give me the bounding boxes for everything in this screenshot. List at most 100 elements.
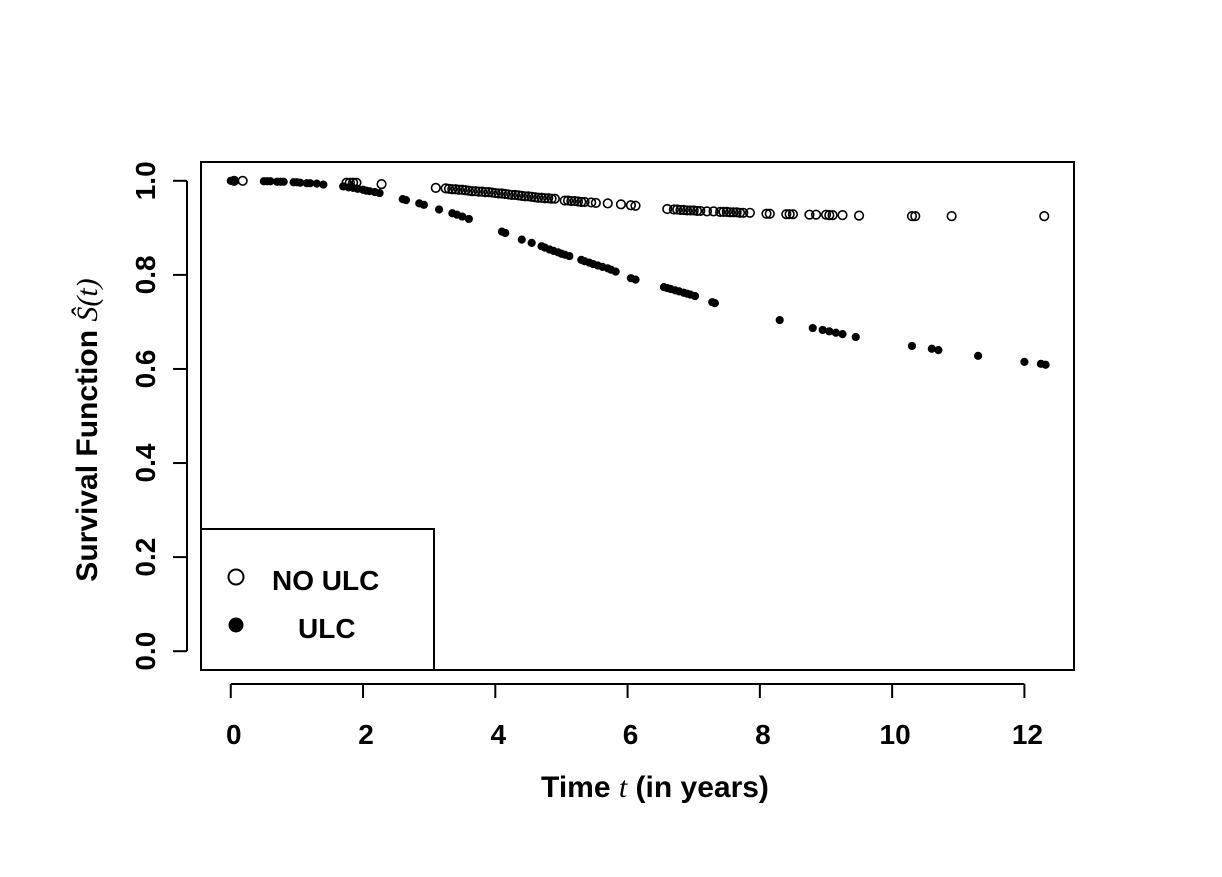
point-ulc — [831, 328, 841, 337]
point-ulc — [934, 346, 943, 355]
point-no-ulc — [539, 193, 551, 204]
point-no-ulc — [787, 209, 799, 220]
point-no-ulc — [376, 179, 387, 190]
point-no-ulc — [662, 203, 673, 215]
point-ulc — [464, 214, 473, 224]
point-ulc — [808, 323, 817, 333]
point-no-ulc — [837, 210, 848, 221]
point-no-ulc — [549, 193, 560, 204]
point-no-ulc — [630, 200, 641, 211]
legend-open-circle-icon — [227, 568, 245, 586]
point-no-ulc — [781, 209, 792, 220]
x-tick-label: 12 — [1012, 719, 1043, 750]
point-ulc — [527, 238, 536, 248]
y-tick-label: 0.8 — [130, 255, 161, 294]
point-ulc — [825, 327, 834, 336]
point-no-ulc — [602, 198, 613, 209]
point-ulc — [279, 177, 288, 186]
y-tick-label: 0.2 — [130, 538, 161, 577]
point-no-ulc — [675, 204, 686, 216]
point-ulc — [419, 200, 428, 209]
x-axis: 0 2 4 6 8 10 12 — [226, 683, 1043, 750]
point-ulc — [631, 275, 640, 284]
y-axis: 0.0 0.2 0.4 0.6 0.8 1.0 — [130, 161, 188, 671]
point-no-ulc — [467, 186, 478, 197]
point-no-ulc — [453, 184, 465, 195]
point-ulc — [401, 196, 411, 205]
point-no-ulc — [668, 204, 679, 215]
point-no-ulc — [590, 197, 601, 209]
point-ulc — [306, 179, 315, 188]
series-no-ulc — [228, 175, 1050, 222]
point-ulc — [296, 178, 305, 187]
point-no-ulc — [559, 195, 570, 206]
point-no-ulc — [546, 193, 557, 204]
point-no-ulc — [827, 210, 838, 221]
point-no-ulc — [480, 187, 491, 198]
point-ulc — [375, 188, 384, 198]
point-ulc — [266, 177, 275, 186]
point-no-ulc — [506, 189, 517, 201]
point-no-ulc — [685, 205, 696, 216]
point-ulc — [927, 344, 936, 353]
point-no-ulc — [566, 195, 577, 207]
plot-frame — [200, 161, 1075, 671]
data-points — [226, 175, 1050, 369]
legend: NO ULC ULC — [200, 528, 435, 671]
point-no-ulc — [715, 206, 726, 217]
y-tick-label: 1.0 — [130, 161, 161, 200]
point-ulc — [974, 351, 983, 360]
point-no-ulc — [695, 205, 706, 217]
legend-label-no-ulc: NO ULC — [272, 565, 379, 596]
point-ulc — [838, 330, 847, 339]
point-no-ulc — [1039, 210, 1050, 222]
x-tick-label: 4 — [491, 719, 507, 750]
point-ulc — [565, 251, 574, 261]
y-axis-title: Survival Function Ŝ(t) — [71, 278, 104, 581]
point-ulc — [312, 179, 321, 188]
point-no-ulc — [430, 182, 441, 193]
point-no-ulc — [724, 207, 736, 218]
point-no-ulc — [784, 209, 795, 220]
point-ulc — [710, 299, 719, 308]
point-no-ulc — [708, 206, 719, 217]
point-ulc — [501, 228, 510, 238]
point-no-ulc — [579, 196, 590, 208]
x-tick-label: 0 — [226, 719, 242, 750]
point-no-ulc — [447, 184, 458, 195]
point-no-ulc — [910, 210, 921, 222]
legend-box — [200, 528, 435, 671]
point-no-ulc — [691, 205, 703, 217]
point-ulc — [1041, 360, 1050, 369]
point-ulc — [818, 325, 827, 335]
point-no-ulc — [519, 191, 531, 202]
point-no-ulc — [804, 209, 815, 220]
x-tick-label: 6 — [623, 719, 639, 750]
y-tick-label: 0.4 — [130, 443, 161, 482]
x-tick-label: 2 — [358, 719, 374, 750]
y-tick-label: 0.0 — [130, 632, 161, 671]
point-ulc — [611, 267, 620, 276]
point-no-ulc — [237, 175, 248, 186]
x-tick-label: 8 — [755, 719, 771, 750]
point-no-ulc — [734, 207, 746, 218]
point-no-ulc — [761, 208, 772, 219]
point-no-ulc — [493, 188, 504, 199]
point-no-ulc — [682, 205, 693, 216]
point-no-ulc — [473, 186, 484, 197]
legend-filled-circle-icon — [228, 617, 244, 633]
x-tick-label: 10 — [880, 719, 911, 750]
point-no-ulc — [824, 210, 835, 221]
point-no-ulc — [625, 200, 636, 211]
point-no-ulc — [810, 209, 822, 220]
point-no-ulc — [718, 206, 729, 217]
x-axis-title: Time t (in years) — [541, 771, 769, 804]
point-ulc — [907, 341, 917, 351]
point-no-ulc — [586, 197, 597, 208]
point-no-ulc — [744, 207, 756, 218]
point-no-ulc — [946, 210, 957, 222]
point-ulc — [851, 332, 860, 342]
point-no-ulc — [738, 207, 749, 218]
point-ulc — [1020, 357, 1029, 367]
